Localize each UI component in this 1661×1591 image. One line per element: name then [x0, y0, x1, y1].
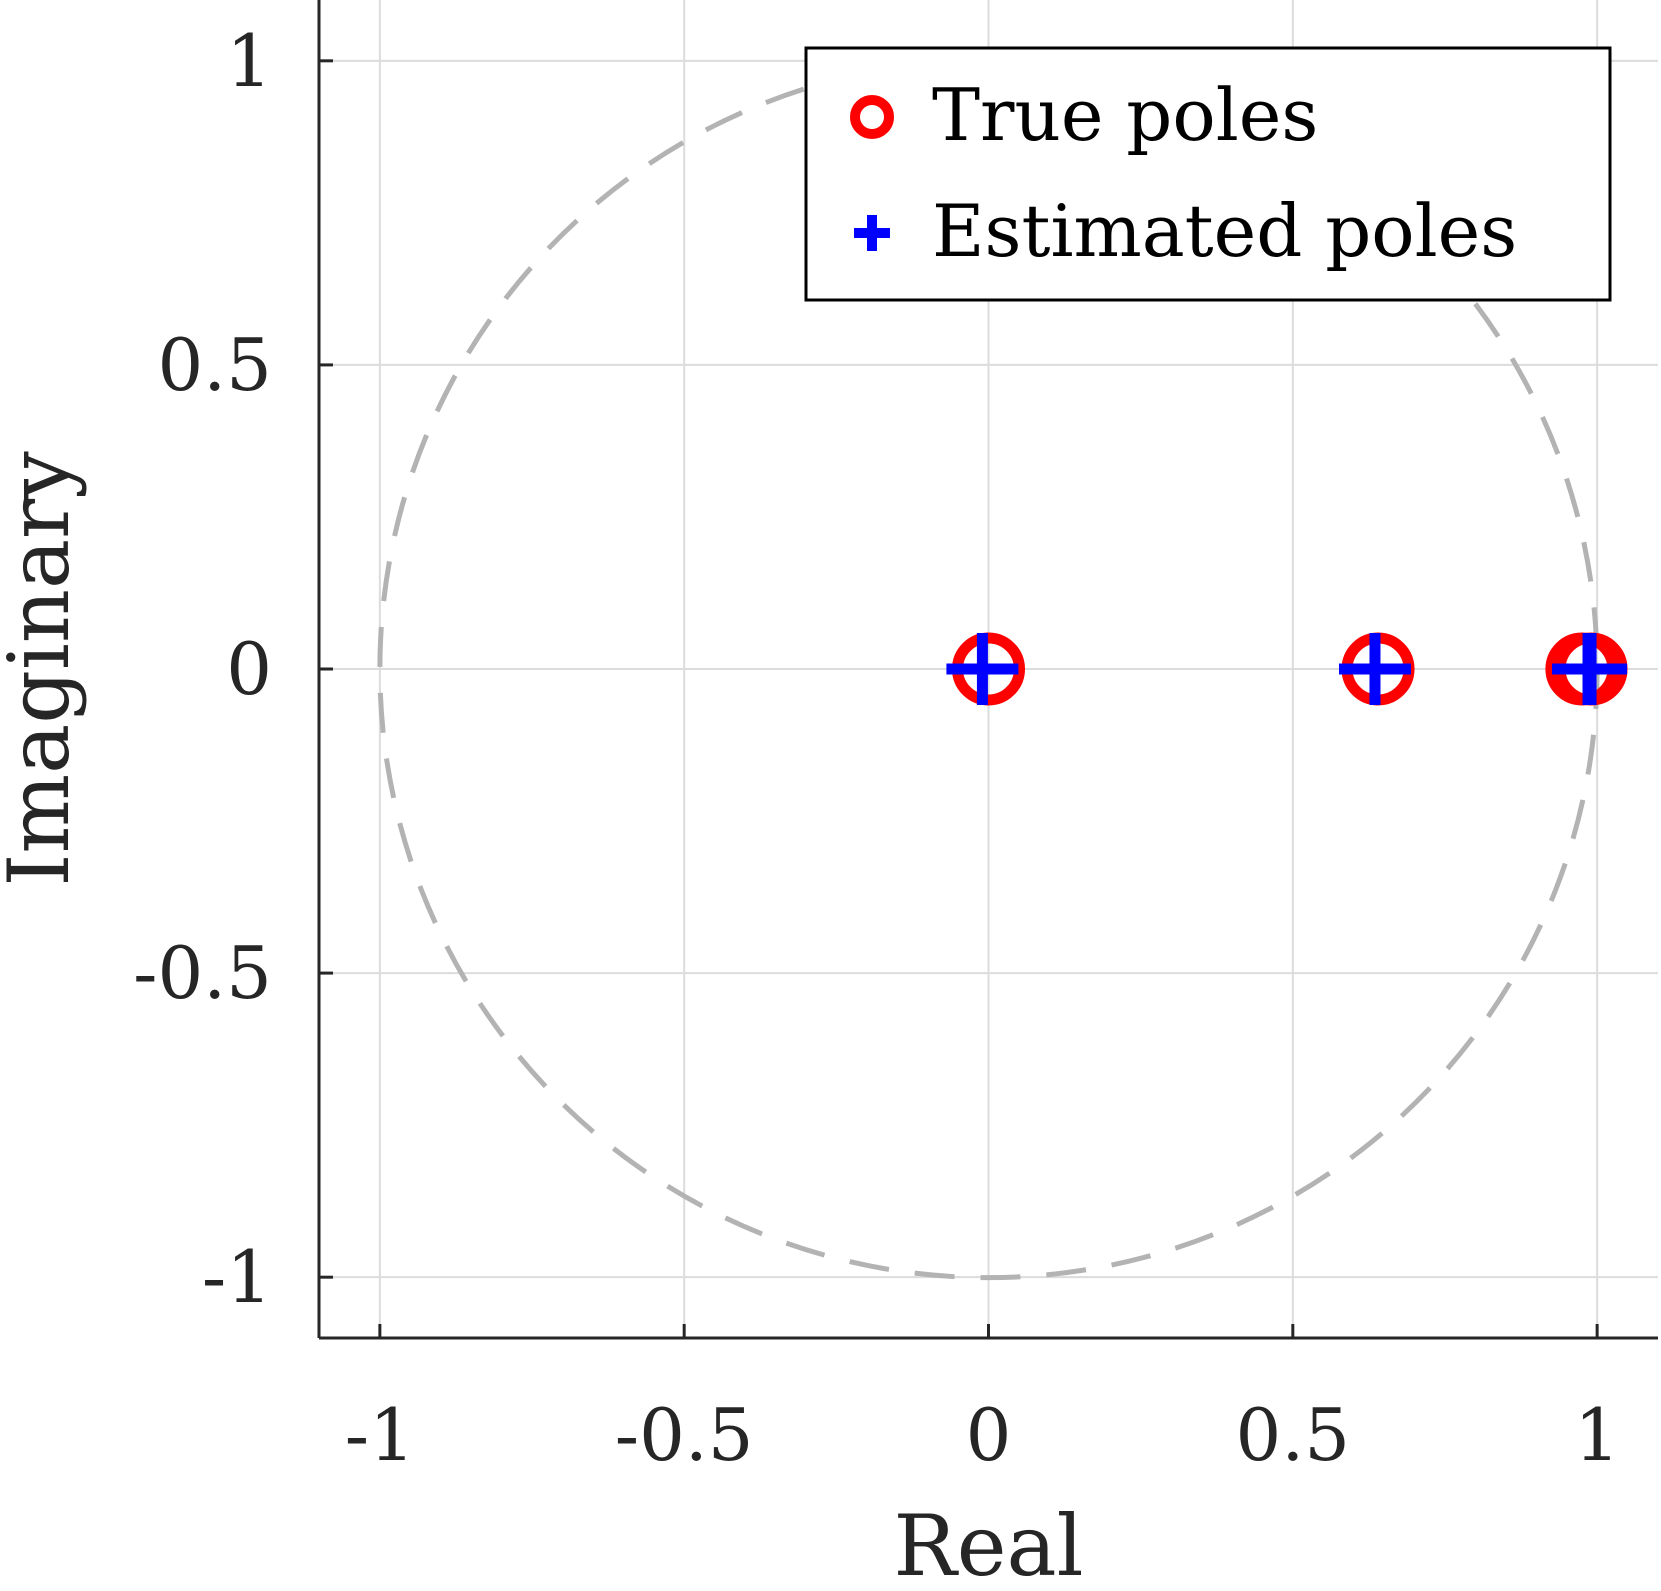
- legend-box: [804, 46, 1612, 302]
- y-tick-label: -0.5: [133, 931, 272, 1015]
- x-tick-labels: -1 -0.5 0 0.5 1: [345, 1393, 1620, 1477]
- estimated-pole-marker: [1555, 633, 1628, 705]
- x-axis-title: Real: [894, 1497, 1084, 1591]
- legend-label-estimated-poles: Estimated poles: [932, 189, 1517, 273]
- estimated-pole-marker: [946, 633, 1019, 705]
- y-axis-title: Imaginary: [0, 451, 88, 887]
- data-series: [946, 632, 1628, 706]
- legend-marker-estimated-poles: [854, 215, 890, 251]
- tick-marks: [319, 59, 1599, 1338]
- x-tick-label: 1: [1574, 1393, 1620, 1477]
- x-tick-label: -0.5: [615, 1393, 754, 1477]
- y-tick-label: -1: [202, 1235, 272, 1319]
- x-tick-label: -1: [345, 1393, 415, 1477]
- x-tick-label: 0: [966, 1393, 1012, 1477]
- series-estimated-poles: [946, 633, 1628, 705]
- y-tick-label: 0.5: [157, 323, 272, 407]
- y-tick-label: 0: [226, 627, 272, 711]
- legend: True poles Estimated poles: [804, 46, 1612, 302]
- y-tick-label: 1: [226, 19, 272, 103]
- legend-marker-true-poles: [850, 95, 894, 139]
- legend-label-true-poles: True poles: [932, 73, 1318, 157]
- estimated-pole-marker: [1338, 633, 1411, 705]
- y-tick-labels: -1 -0.5 0 0.5 1: [133, 19, 272, 1319]
- x-tick-label: 0.5: [1236, 1393, 1351, 1477]
